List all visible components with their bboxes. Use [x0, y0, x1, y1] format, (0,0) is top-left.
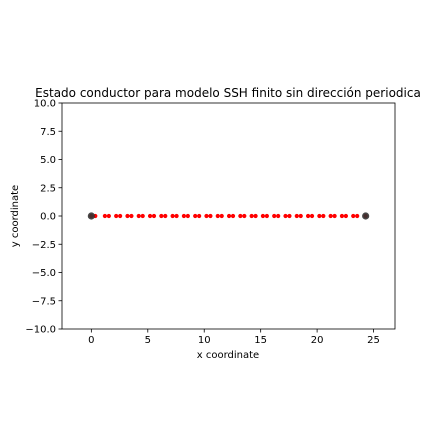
data-point: [351, 213, 356, 219]
data-point: [102, 213, 107, 219]
data-point: [181, 213, 187, 219]
data-point: [151, 213, 157, 219]
data-point: [283, 213, 288, 219]
data-point: [328, 213, 333, 219]
data-point: [129, 213, 134, 219]
data-point: [208, 213, 213, 219]
data-point: [106, 213, 111, 219]
data-point: [136, 213, 141, 219]
y-tick-label: 0.0: [40, 212, 56, 223]
data-point: [260, 213, 266, 219]
data-point: [215, 213, 220, 219]
data-point: [197, 213, 202, 219]
x-tick-label: 0: [88, 335, 94, 346]
data-point: [249, 213, 254, 219]
data-point: [219, 213, 224, 219]
data-point: [226, 213, 232, 219]
y-tick-label: 5.0: [40, 155, 56, 166]
data-point: [147, 213, 153, 219]
data-point: [309, 213, 315, 219]
data-point: [305, 213, 311, 219]
data-point: [321, 213, 326, 219]
x-tick-label: 10: [198, 335, 211, 346]
data-point: [238, 213, 243, 219]
y-axis-ticks: −10.0 −7.5 −5.0 −2.5 0.0 2.5 5.0 7.5 10.0: [25, 99, 62, 336]
data-point: [230, 213, 236, 219]
x-tick-label: 5: [145, 335, 151, 346]
chart-title: Estado conductor para modelo SSH finito …: [35, 86, 421, 100]
data-point: [355, 213, 360, 219]
data-point: [170, 213, 175, 219]
data-point: [159, 213, 164, 219]
y-tick-label: −2.5: [32, 240, 56, 251]
data-point: [185, 213, 190, 219]
data-point: [163, 213, 168, 219]
y-tick-label: −7.5: [32, 296, 56, 307]
y-tick-label: 2.5: [40, 183, 56, 194]
data-point: [253, 213, 258, 219]
data-point: [332, 213, 337, 219]
data-point: [343, 213, 348, 219]
data-point: [118, 213, 123, 219]
data-point: [114, 213, 119, 219]
y-tick-label: −5.0: [32, 268, 56, 279]
data-point: [174, 213, 179, 219]
y-tick-label: 10.0: [34, 99, 56, 110]
y-tick-label: 7.5: [40, 127, 56, 138]
data-point: [276, 213, 281, 219]
site-marker: [362, 212, 370, 220]
data-point: [264, 213, 269, 219]
data-point: [298, 213, 303, 219]
site-marker: [87, 212, 95, 220]
data-point: [242, 213, 247, 219]
data-points: [87, 212, 370, 220]
x-tick-label: 25: [367, 335, 380, 346]
data-point: [204, 213, 209, 219]
data-point: [140, 213, 145, 219]
data-point: [294, 213, 299, 219]
data-point: [287, 213, 292, 219]
data-point: [317, 213, 322, 219]
x-axis-ticks: 0 5 10 15 20 25: [88, 329, 380, 346]
data-point: [125, 213, 130, 219]
data-point: [339, 213, 345, 219]
y-axis-label: y coordinate: [10, 185, 21, 247]
data-point: [272, 213, 277, 219]
plot-area: [61, 102, 396, 330]
x-axis-label: x coordinate: [197, 350, 259, 361]
y-tick-label: −10.0: [25, 325, 56, 336]
x-tick-label: 20: [311, 335, 324, 346]
x-tick-label: 15: [254, 335, 267, 346]
data-point: [193, 213, 198, 219]
